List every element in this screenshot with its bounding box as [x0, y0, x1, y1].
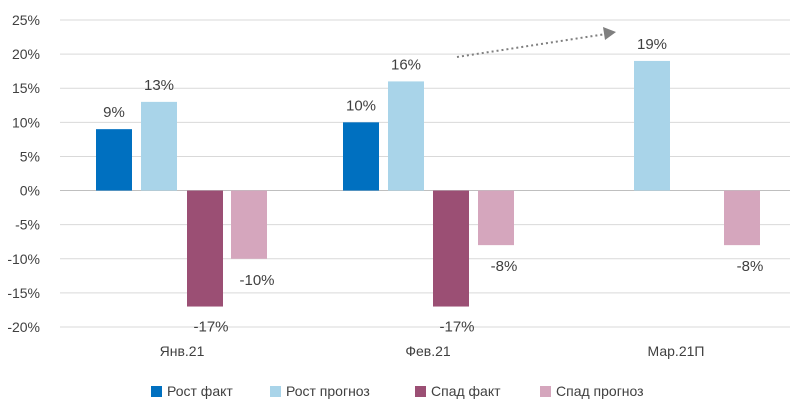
legend-swatch [415, 386, 426, 397]
bar-3-1 [478, 190, 514, 246]
legend: Рост факт Рост прогноз Спад факт Спад прогн… [151, 383, 644, 399]
y-tick-label: 25% [12, 12, 40, 28]
data-label: -8% [737, 258, 764, 275]
bars [96, 60, 760, 307]
bar-0-1 [343, 122, 379, 191]
y-tick-label: 10% [12, 114, 40, 130]
bar-3-2 [724, 190, 760, 246]
data-label: 9% [103, 104, 125, 121]
bar-2-0 [187, 190, 223, 307]
data-label: -8% [491, 258, 518, 275]
data-labels: 9% 10% 13% 16% 19% -17% -17% -10% -8% -8% [103, 36, 763, 336]
y-tick-label: -15% [7, 285, 40, 301]
legend-label: Рост факт [167, 383, 233, 399]
gridlines [60, 19, 790, 328]
x-tick-label: Янв.21 [160, 343, 205, 359]
bar-1-1 [388, 81, 424, 191]
data-label: -10% [239, 272, 274, 289]
x-tick-label: Фев.21 [405, 343, 451, 359]
x-axis-ticks: Янв.21 Фев.21 Мар.21П [160, 343, 705, 359]
data-label: 19% [637, 36, 667, 53]
trend-arrow-annotation [456, 27, 616, 58]
y-tick-label: -5% [15, 217, 40, 233]
y-tick-label: 20% [12, 46, 40, 62]
legend-label: Спад прогноз [556, 383, 644, 399]
trend-arrow-line [456, 33, 607, 58]
bar-2-1 [433, 190, 469, 307]
trend-arrow-head [603, 27, 616, 40]
data-label: 13% [144, 77, 174, 94]
y-tick-label: 0% [20, 183, 40, 199]
legend-swatch [151, 386, 162, 397]
legend-label: Спад факт [431, 383, 501, 399]
data-label: -17% [439, 319, 474, 336]
bar-1-0 [141, 101, 177, 191]
data-label: -17% [193, 319, 228, 336]
data-label: 10% [346, 97, 376, 114]
x-tick-label: Мар.21П [648, 343, 705, 359]
bar-3-0 [231, 190, 267, 259]
legend-swatch [540, 386, 551, 397]
y-tick-label: 15% [12, 80, 40, 96]
bar-1-2 [634, 60, 670, 191]
y-tick-label: -10% [7, 251, 40, 267]
bar-0-0 [96, 129, 132, 191]
legend-swatch [270, 386, 281, 397]
y-axis-ticks: -20% -15% -10% -5% 0% 5% 10% 15% 20% 25% [7, 12, 40, 335]
data-label: 16% [391, 56, 421, 73]
y-tick-label: -20% [7, 319, 40, 335]
y-tick-label: 5% [20, 148, 40, 164]
legend-label: Рост прогноз [286, 383, 370, 399]
